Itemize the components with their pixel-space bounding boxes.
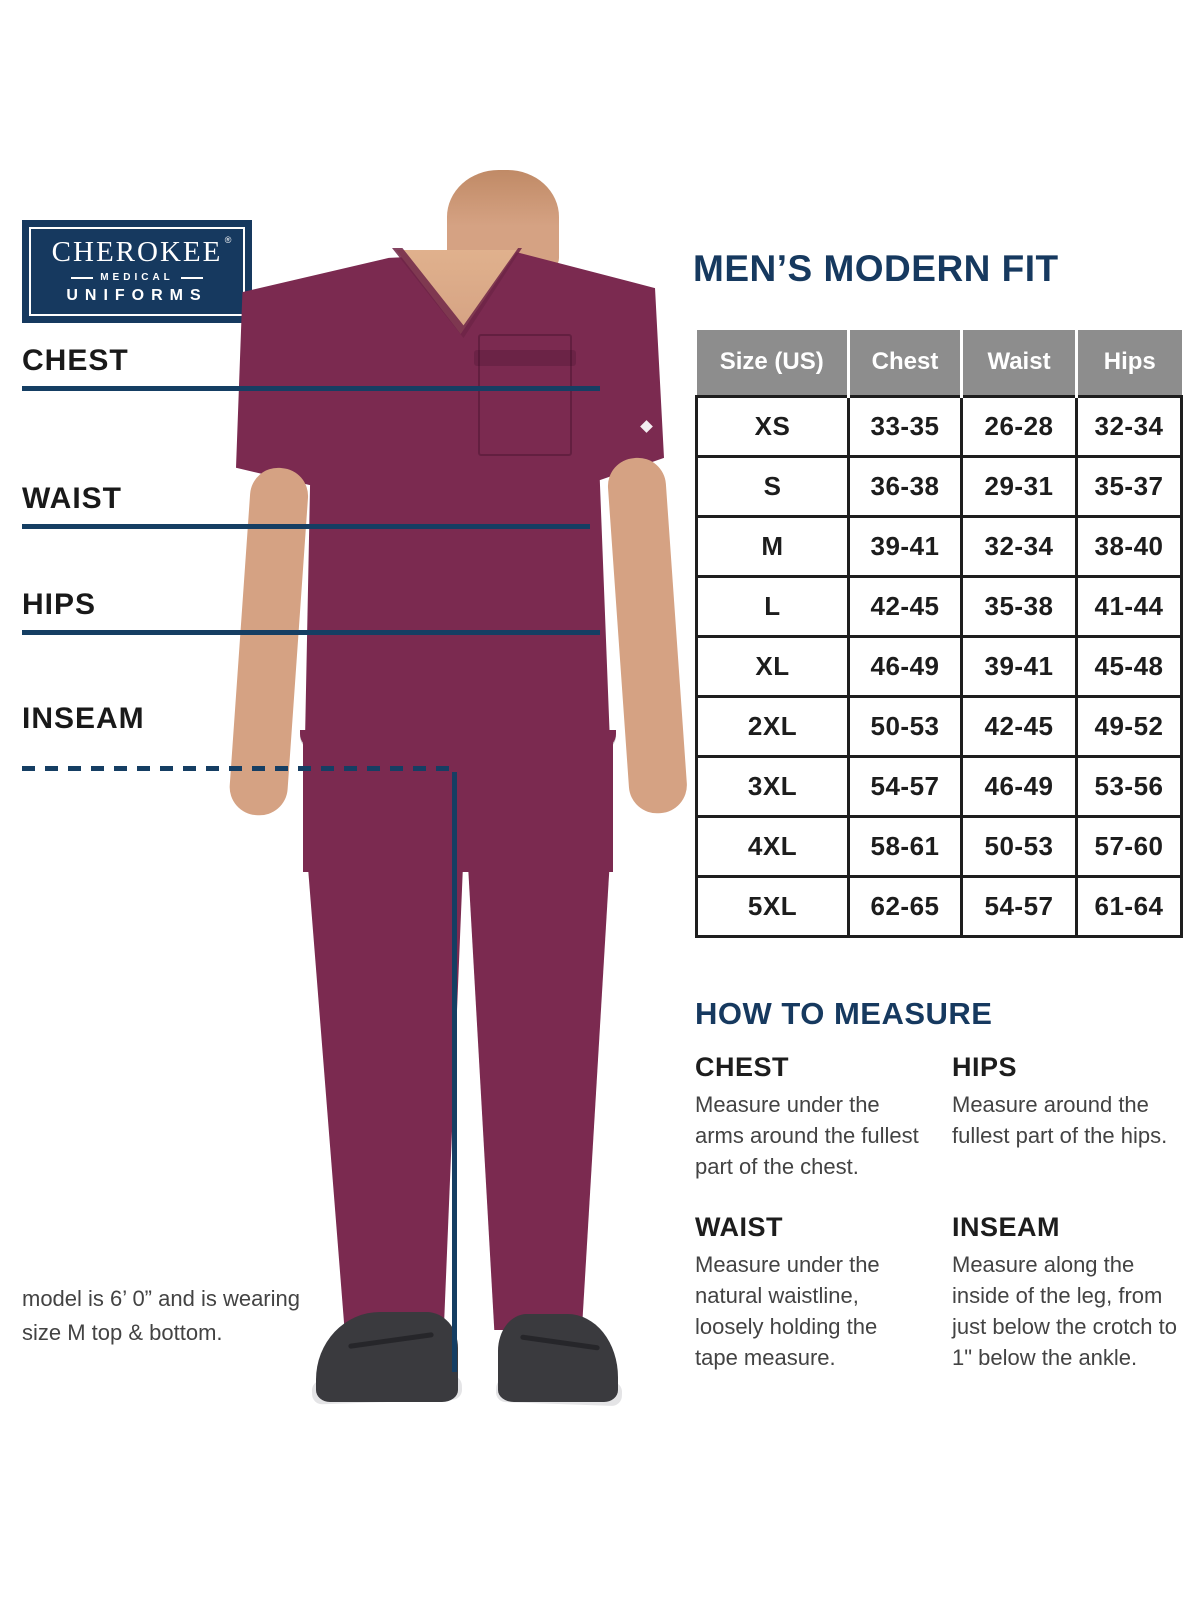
hips-cell: 49-52 bbox=[1075, 694, 1183, 758]
model-pants-right-leg bbox=[468, 865, 610, 1330]
header-hips: Hips bbox=[1075, 330, 1182, 396]
chest-cell: 50-53 bbox=[847, 694, 963, 758]
table-header-row: Size (US) Chest Waist Hips bbox=[696, 330, 1182, 396]
dash-right bbox=[180, 276, 203, 279]
model-note-line1: model is 6’ 0” and is wearing bbox=[22, 1286, 300, 1311]
waist-cell: 42-45 bbox=[960, 694, 1078, 758]
inseam-dashed-line bbox=[22, 766, 450, 771]
table-row: XS 33-35 26-28 32-34 bbox=[695, 394, 1183, 458]
table-row: S 36-38 29-31 35-37 bbox=[695, 454, 1183, 518]
waist-line bbox=[22, 524, 590, 529]
measure-item-name: INSEAM bbox=[952, 1212, 1061, 1242]
size-cell: M bbox=[695, 514, 850, 578]
hips-cell: 38-40 bbox=[1075, 514, 1183, 578]
size-cell: XL bbox=[695, 634, 850, 698]
model-note-line2: size M top & bottom. bbox=[22, 1320, 223, 1345]
brand-uniforms-text: UNIFORMS bbox=[66, 287, 208, 304]
brand-medical-text: MEDICAL bbox=[100, 272, 174, 283]
chest-cell: 36-38 bbox=[847, 454, 963, 518]
waist-cell: 54-57 bbox=[960, 874, 1078, 938]
waist-cell: 32-34 bbox=[960, 514, 1078, 578]
size-table: Size (US) Chest Waist Hips XS 33-35 26-2… bbox=[695, 330, 1183, 938]
chest-cell: 33-35 bbox=[847, 394, 963, 458]
brand-name-text: CHEROKEE bbox=[51, 236, 223, 268]
waist-cell: 26-28 bbox=[960, 394, 1078, 458]
model-pants-left-leg bbox=[307, 865, 463, 1330]
registered-mark: ® bbox=[224, 235, 234, 245]
size-cell: XS bbox=[695, 394, 850, 458]
hips-line bbox=[22, 630, 600, 635]
measure-item-waist: WAIST Measure under the natural waistlin… bbox=[695, 1212, 952, 1373]
inseam-label: INSEAM bbox=[22, 702, 145, 735]
header-chest: Chest bbox=[847, 330, 962, 396]
model-left-shoe bbox=[316, 1312, 458, 1402]
hips-cell: 57-60 bbox=[1075, 814, 1183, 878]
size-cell: 5XL bbox=[695, 874, 850, 938]
model-chest-pocket-flap bbox=[474, 350, 576, 366]
hips-cell: 32-34 bbox=[1075, 394, 1183, 458]
table-row: 2XL 50-53 42-45 49-52 bbox=[695, 694, 1183, 758]
brand-logo-inner-frame: CHEROKEE ® MEDICAL UNIFORMS bbox=[29, 227, 245, 316]
table-row: 4XL 58-61 50-53 57-60 bbox=[695, 814, 1183, 878]
measure-item-text: Measure along the inside of the leg, fro… bbox=[952, 1252, 1178, 1370]
how-to-measure-title: HOW TO MEASURE bbox=[695, 996, 993, 1031]
chest-cell: 54-57 bbox=[847, 754, 963, 818]
chest-line bbox=[22, 386, 600, 391]
model-right-shoe bbox=[498, 1314, 618, 1402]
size-cell: 4XL bbox=[695, 814, 850, 878]
page-title: MEN’S MODERN FIT bbox=[693, 248, 1059, 289]
hips-cell: 35-37 bbox=[1075, 454, 1183, 518]
model-left-arm bbox=[227, 465, 310, 818]
waist-cell: 50-53 bbox=[960, 814, 1078, 878]
chest-cell: 46-49 bbox=[847, 634, 963, 698]
brand-logo: CHEROKEE ® MEDICAL UNIFORMS bbox=[22, 220, 252, 323]
waist-cell: 46-49 bbox=[960, 754, 1078, 818]
table-row: L 42-45 35-38 41-44 bbox=[695, 574, 1183, 638]
chest-cell: 58-61 bbox=[847, 814, 963, 878]
measure-item-text: Measure under the arms around the fulles… bbox=[695, 1092, 919, 1179]
model-note: model is 6’ 0” and is wearing size M top… bbox=[22, 1282, 300, 1350]
hips-cell: 61-64 bbox=[1075, 874, 1183, 938]
waist-cell: 35-38 bbox=[960, 574, 1078, 638]
measure-item-text: Measure under the natural waistline, loo… bbox=[695, 1252, 880, 1370]
size-cell: 2XL bbox=[695, 694, 850, 758]
header-size: Size (US) bbox=[696, 330, 849, 396]
measure-item-hips: HIPS Measure around the fullest part of … bbox=[952, 1052, 1195, 1182]
chest-label: CHEST bbox=[22, 344, 129, 377]
how-to-measure-grid: CHEST Measure under the arms around the … bbox=[695, 1052, 1195, 1373]
waist-cell: 39-41 bbox=[960, 634, 1078, 698]
hips-cell: 53-56 bbox=[1075, 754, 1183, 818]
waist-label: WAIST bbox=[22, 482, 122, 515]
chest-cell: 42-45 bbox=[847, 574, 963, 638]
table-row: XL 46-49 39-41 45-48 bbox=[695, 634, 1183, 698]
hips-cell: 41-44 bbox=[1075, 574, 1183, 638]
size-cell: S bbox=[695, 454, 850, 518]
table-row: M 39-41 32-34 38-40 bbox=[695, 514, 1183, 578]
waist-cell: 29-31 bbox=[960, 454, 1078, 518]
model-right-arm bbox=[606, 455, 689, 816]
model-pants-hip bbox=[303, 742, 613, 872]
size-cell: 3XL bbox=[695, 754, 850, 818]
measure-item-name: CHEST bbox=[695, 1052, 790, 1082]
header-waist: Waist bbox=[960, 330, 1077, 396]
measure-item-inseam: INSEAM Measure along the inside of the l… bbox=[952, 1212, 1195, 1373]
table-row: 5XL 62-65 54-57 61-64 bbox=[695, 874, 1183, 938]
measure-item-name: HIPS bbox=[952, 1052, 1018, 1082]
measure-item-chest: CHEST Measure under the arms around the … bbox=[695, 1052, 952, 1182]
table-row: 3XL 54-57 46-49 53-56 bbox=[695, 754, 1183, 818]
chest-cell: 39-41 bbox=[847, 514, 963, 578]
model-chest-pocket bbox=[478, 334, 572, 456]
size-cell: L bbox=[695, 574, 850, 638]
measure-item-text: Measure around the fullest part of the h… bbox=[952, 1092, 1168, 1148]
hips-cell: 45-48 bbox=[1075, 634, 1183, 698]
brand-name: CHEROKEE ® bbox=[51, 236, 232, 268]
chest-cell: 62-65 bbox=[847, 874, 963, 938]
measure-item-name: WAIST bbox=[695, 1212, 783, 1242]
hips-label: HIPS bbox=[22, 588, 97, 621]
inseam-vertical-line bbox=[452, 772, 457, 1372]
dash-left bbox=[71, 276, 94, 279]
brand-medical-row: MEDICAL bbox=[71, 272, 203, 283]
